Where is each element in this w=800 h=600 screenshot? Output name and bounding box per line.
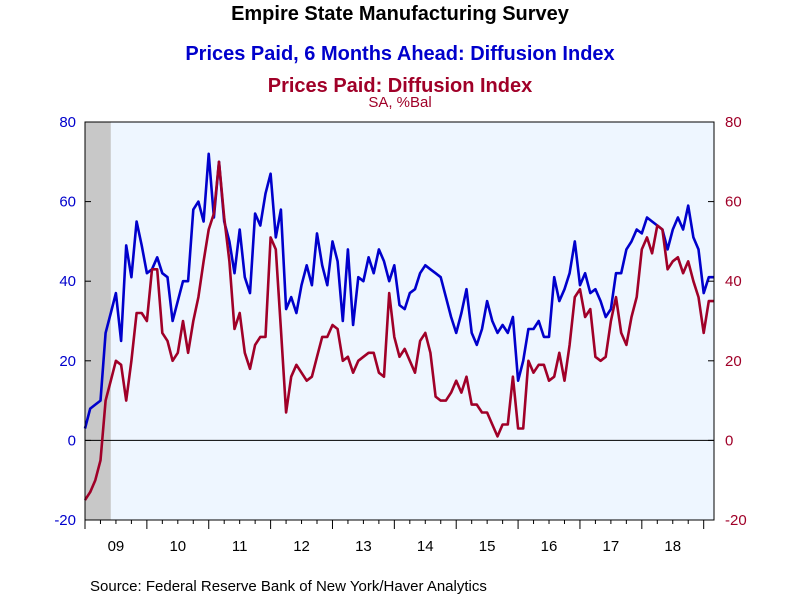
x-axis-tick-label: 18 (664, 538, 681, 555)
left-axis-tick-label: 60 (59, 194, 76, 211)
left-axis-tick-label: -20 (54, 512, 76, 529)
series-line-2 (83, 160, 714, 501)
right-axis-tick-label: 20 (725, 353, 742, 370)
x-axis-tick-label: 10 (169, 538, 186, 555)
x-axis-tick-label: 16 (541, 538, 558, 555)
units-label: SA, %Bal (368, 94, 432, 111)
x-axis-tick-label: 17 (603, 538, 620, 555)
plot-area (85, 122, 714, 520)
right-axis-tick-label: 60 (725, 194, 742, 211)
plot-frame (84, 121, 715, 521)
right-axis-tick-label: -20 (725, 512, 747, 529)
left-axis-tick-label: 0 (68, 432, 76, 449)
right-axis-tick-label: 80 (725, 114, 742, 131)
left-axis-tick-label: 40 (59, 273, 76, 290)
left-axis-tick-label: 80 (59, 114, 76, 131)
series-2-legend-label: Prices Paid: Diffusion Index (267, 75, 533, 97)
right-axis-tick-label: 0 (725, 432, 733, 449)
x-axis-tick-label: 12 (293, 538, 310, 555)
series-1-legend-label: Prices Paid, 6 Months Ahead: Diffusion I… (185, 43, 615, 65)
x-axis-tick-label: 15 (479, 538, 496, 555)
x-axis-tick-label: 09 (108, 538, 125, 555)
recession-band (85, 122, 111, 520)
source-note: Source: Federal Reserve Bank of New York… (90, 578, 487, 595)
right-axis-tick-label: 40 (725, 273, 742, 290)
x-axis-tick-label: 13 (355, 538, 372, 555)
series-line-1 (83, 152, 714, 429)
x-axis-tick-label: 14 (417, 538, 434, 555)
chart-title: Empire State Manufacturing Survey (231, 3, 569, 25)
left-axis-tick-label: 20 (59, 353, 76, 370)
x-axis-tick-label: 11 (232, 538, 248, 555)
